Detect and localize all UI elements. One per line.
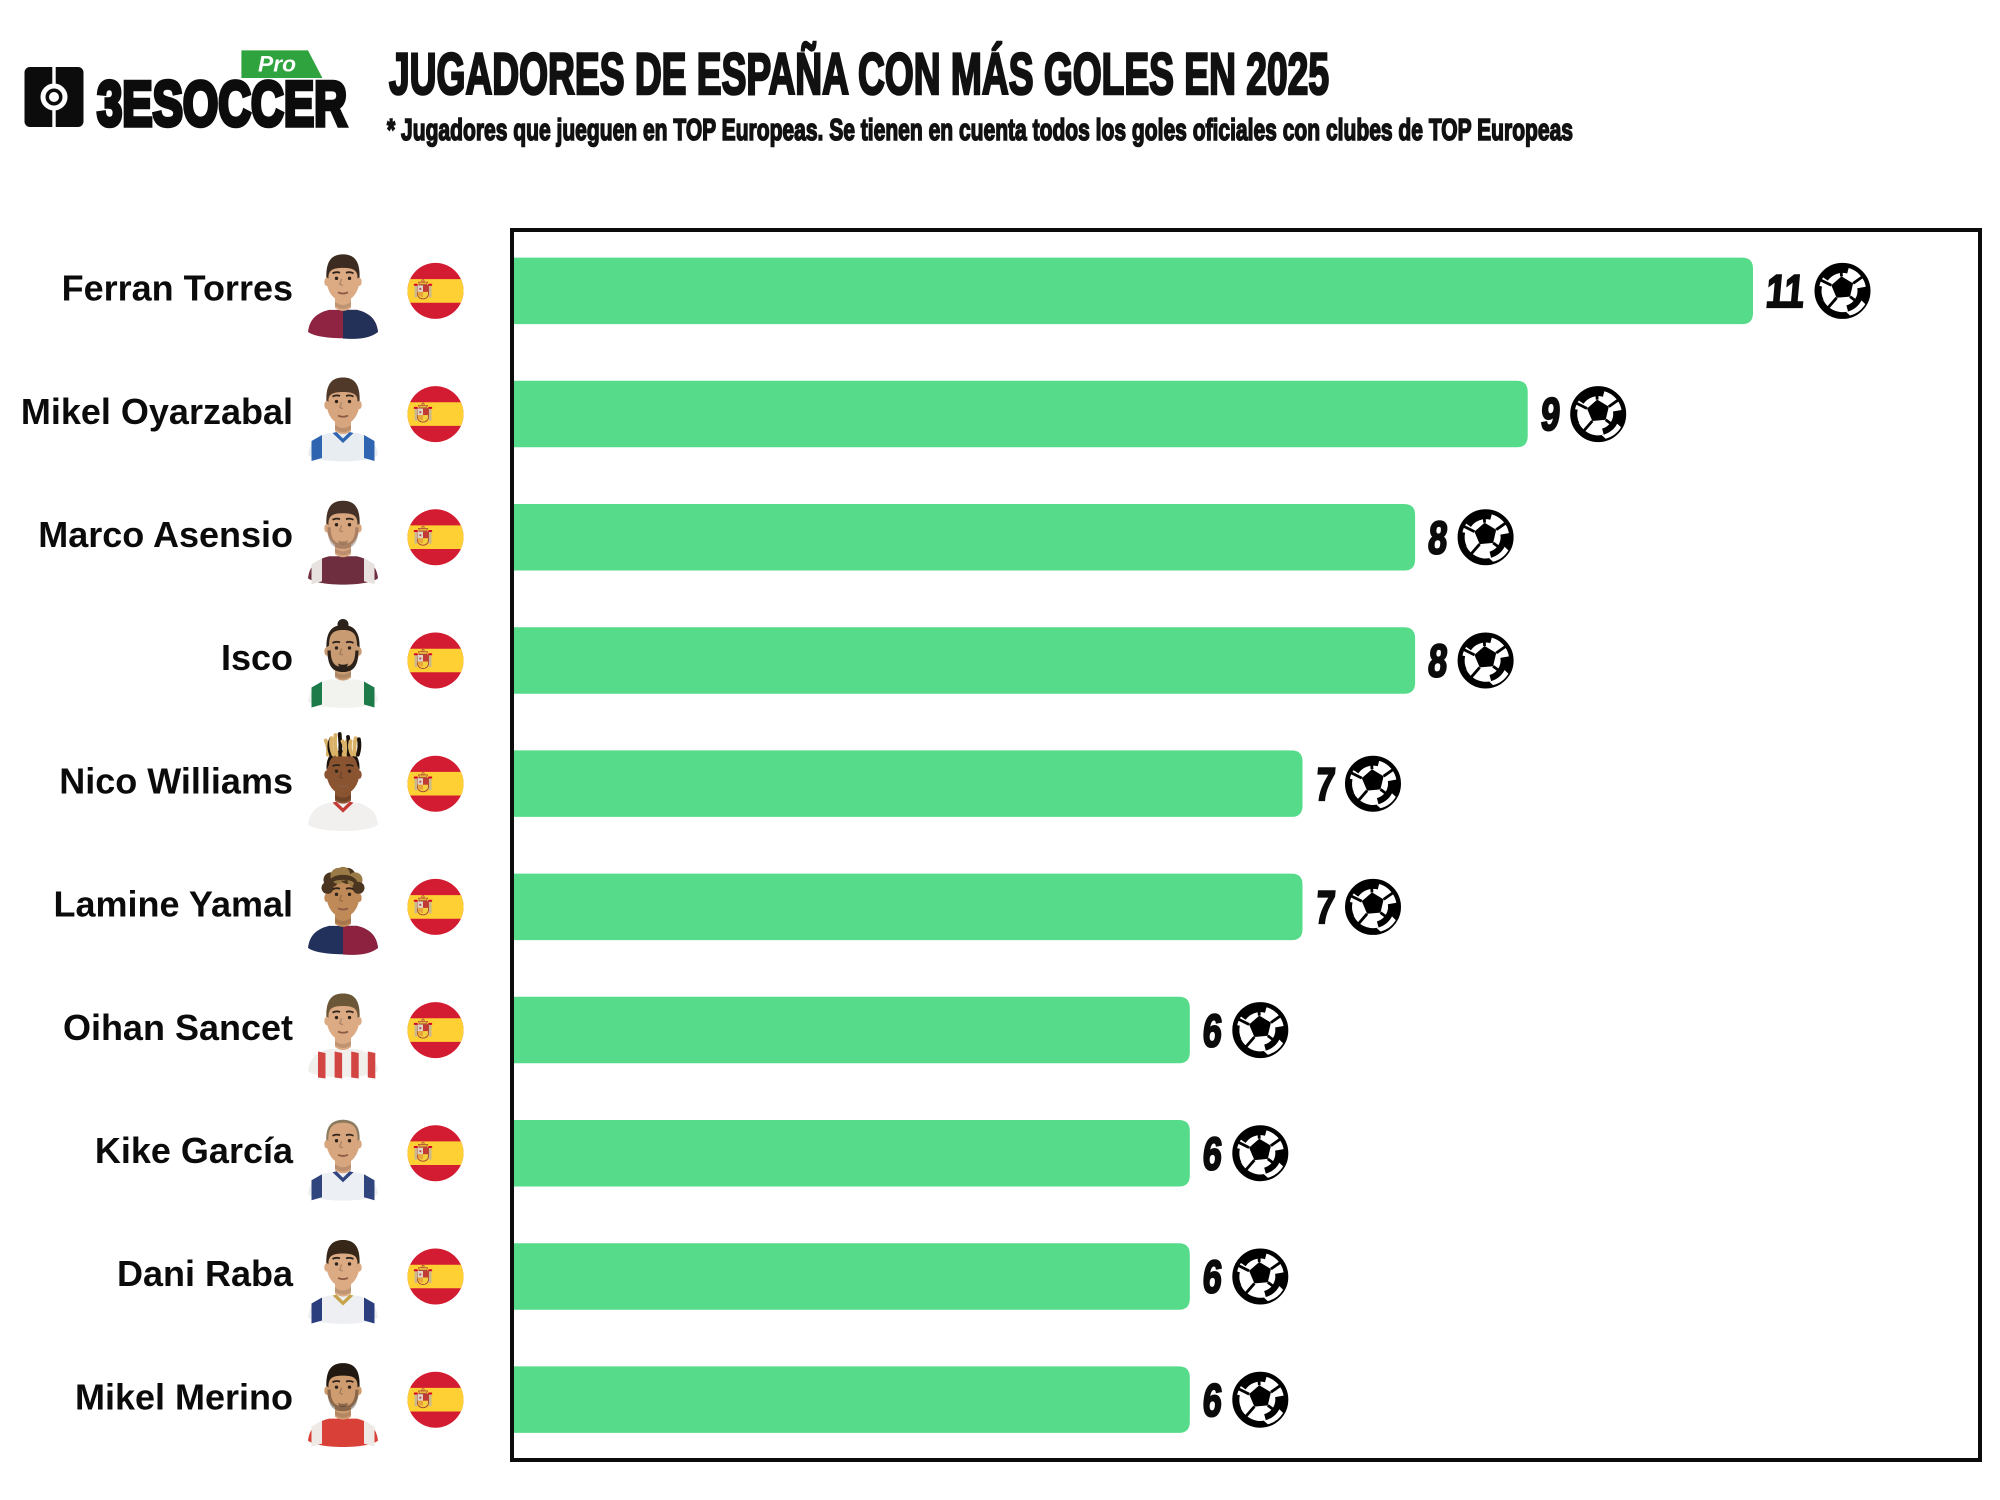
svg-text:Ferran Torres: Ferran Torres — [62, 268, 293, 309]
svg-text:* Jugadores que jueguen en TOP: * Jugadores que jueguen en TOP Europeas.… — [387, 113, 1573, 147]
svg-text:Pro: Pro — [258, 52, 296, 77]
svg-text:Lamine Yamal: Lamine Yamal — [54, 884, 293, 925]
svg-text:Dani Raba: Dani Raba — [117, 1253, 294, 1294]
svg-text:11: 11 — [1764, 265, 1807, 317]
svg-text:JUGADORES DE ESPAÑA CON MÁS GO: JUGADORES DE ESPAÑA CON MÁS GOLES EN 202… — [389, 42, 1329, 107]
svg-text:Oihan Sancet: Oihan Sancet — [63, 1007, 293, 1048]
svg-text:Nico Williams: Nico Williams — [59, 761, 293, 802]
svg-text:Kike García: Kike García — [95, 1130, 294, 1171]
svg-text:6: 6 — [1201, 1374, 1225, 1426]
svg-text:Isco: Isco — [221, 637, 293, 678]
svg-text:Mikel Merino: Mikel Merino — [75, 1377, 293, 1418]
svg-text:Mikel Oyarzabal: Mikel Oyarzabal — [21, 391, 293, 432]
svg-text:3ESOCCER: 3ESOCCER — [97, 70, 347, 140]
svg-text:Marco Asensio: Marco Asensio — [38, 514, 293, 555]
svg-text:8: 8 — [1426, 635, 1450, 687]
